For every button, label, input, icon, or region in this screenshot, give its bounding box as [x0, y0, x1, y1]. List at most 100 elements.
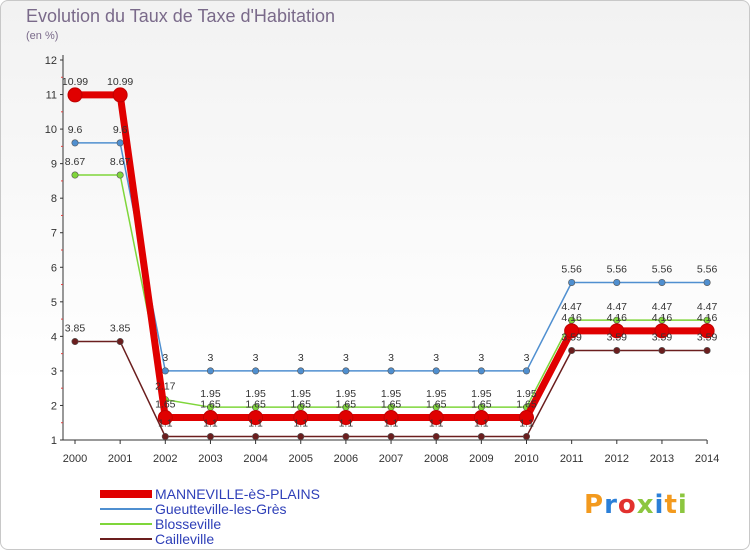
data-label: 5.56: [697, 263, 718, 275]
series-point-2: [116, 171, 124, 179]
series-point-3: [161, 433, 169, 441]
x-tick-label: 2008: [424, 453, 448, 465]
series-point-3: [387, 433, 395, 441]
legend: MANNEVILLE-èS-PLAINSGueutteville-les-Grè…: [100, 486, 320, 547]
data-label: 9.6: [113, 124, 128, 136]
y-tick-label: 1: [51, 435, 57, 447]
data-label: 4.16: [652, 312, 673, 324]
series-point-2: [658, 316, 666, 324]
chart-title: Evolution du Taux de Taxe d'Habitation: [26, 6, 335, 26]
series-point-2: [568, 316, 576, 324]
x-tick-label: 2009: [469, 453, 493, 465]
x-tick-label: 2000: [63, 453, 87, 465]
series-point-0: [112, 87, 128, 103]
series-point-0: [293, 410, 309, 426]
series-point-0: [699, 323, 715, 339]
series-point-1: [116, 139, 124, 147]
series-point-1: [71, 139, 79, 147]
series-point-3: [477, 433, 485, 441]
data-label: 1.1: [293, 418, 308, 430]
data-label: 10.99: [107, 76, 133, 88]
data-label: 3: [343, 352, 349, 364]
data-label: 4.16: [607, 312, 628, 324]
series-point-3: [568, 347, 576, 355]
series-point-2: [71, 171, 79, 179]
series-point-1: [342, 367, 350, 375]
series-point-2: [703, 316, 711, 324]
series-point-0: [248, 410, 264, 426]
y-tick-label: 7: [51, 228, 57, 240]
data-label: 1.65: [336, 399, 357, 411]
series-point-0: [338, 410, 354, 426]
data-label: 1.95: [291, 388, 312, 400]
x-tick-label: 2001: [108, 453, 132, 465]
series-point-0: [473, 410, 489, 426]
data-label: 1.1: [474, 418, 489, 430]
data-label: 9.6: [68, 124, 83, 136]
series-point-1: [387, 367, 395, 375]
series-point-3: [658, 347, 666, 355]
data-label: 4.47: [697, 301, 718, 313]
value-labels: 10.99 10.991.65 1.65 1.65 1.65 1.65 1.65 1.65 1.…: [62, 76, 718, 430]
series-point-1: [161, 367, 169, 375]
data-label: 1.95: [516, 388, 537, 400]
data-label: 1.1: [248, 418, 263, 430]
x-tick-label: 2006: [334, 453, 358, 465]
data-label: 1.65: [426, 399, 447, 411]
data-label: 5.56: [652, 263, 673, 275]
series-point-3: [297, 433, 305, 441]
series-point-1: [703, 278, 711, 286]
series-point-3: [613, 347, 621, 355]
data-label: 3.59: [652, 332, 673, 344]
data-label: 3: [388, 352, 394, 364]
y-tick-label: 9: [51, 159, 57, 171]
legend-label: Cailleville: [155, 531, 214, 547]
series-point-0: [67, 87, 83, 103]
x-tick-label: 2005: [289, 453, 313, 465]
series-point-1: [432, 367, 440, 375]
data-label: 1.95: [381, 388, 402, 400]
data-label: 5.56: [607, 263, 628, 275]
data-label: 3: [524, 352, 530, 364]
data-label: 1.1: [339, 418, 354, 430]
data-label: 1.1: [429, 418, 444, 430]
series-layer: [67, 87, 715, 441]
data-label: 4.16: [561, 312, 582, 324]
series-point-0: [564, 323, 580, 339]
y-tick-label: 8: [51, 193, 57, 205]
series-point-3: [522, 433, 530, 441]
series-point-3: [703, 347, 711, 355]
series-point-1: [658, 278, 666, 286]
data-label: 5.56: [561, 263, 582, 275]
data-label: 2.17: [155, 381, 176, 393]
data-label: 4.47: [607, 301, 628, 313]
data-label: 1.65: [245, 399, 266, 411]
series-point-0: [428, 410, 444, 426]
data-label: 1.1: [158, 418, 173, 430]
data-label: 8.67: [110, 156, 131, 168]
data-label: 3: [253, 352, 259, 364]
y-tick-label: 5: [51, 297, 57, 309]
series-point-1: [568, 278, 576, 286]
data-label: 3.59: [697, 332, 718, 344]
series-point-3: [116, 338, 124, 346]
x-tick-label: 2011: [560, 453, 584, 465]
series-point-3: [71, 338, 79, 346]
series-point-0: [157, 410, 173, 426]
data-label: 1.95: [200, 388, 221, 400]
data-label: 3.85: [110, 323, 131, 335]
series-point-0: [609, 323, 625, 339]
data-label: 1.95: [426, 388, 447, 400]
data-label: 1.65: [155, 399, 176, 411]
data-label: 1.1: [384, 418, 399, 430]
legend-label: Blosseville: [155, 516, 221, 532]
series-point-1: [206, 367, 214, 375]
series-point-1: [613, 278, 621, 286]
series-point-1: [522, 367, 530, 375]
chart-subtitle: (en %): [26, 30, 59, 42]
data-label: 1.65: [471, 399, 492, 411]
y-tick-label: 4: [51, 331, 57, 343]
series-point-0: [654, 323, 670, 339]
